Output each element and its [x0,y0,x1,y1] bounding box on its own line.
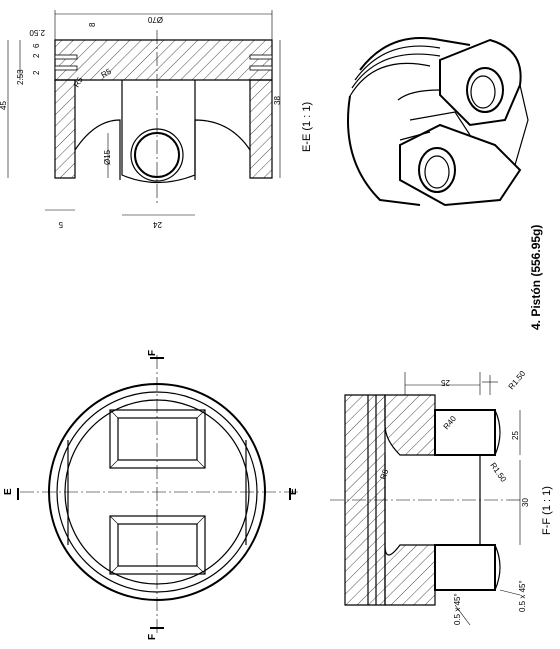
dim-d5: 5 [58,220,63,229]
pin-hole [134,132,180,178]
dim-d24: 24 [153,220,162,229]
section-marker-f-top: F [147,350,158,356]
top-view: E E F F [3,350,300,640]
crown-section [54,39,273,81]
dim-d250: 2.50 [29,28,45,37]
ff-dim-ch2: 0.5 x 45° [518,580,527,612]
ff-dim-d30: 30 [521,498,530,507]
section-marker-e-left: E [3,488,14,495]
section-marker-e-right: E [288,488,299,495]
ring-groove-4 [249,65,273,71]
iso-crown-top [359,37,471,71]
left-boss-arc [74,119,121,180]
isometric-view [347,37,529,207]
view-label-ff: F-F (1 : 1) [541,486,553,535]
iso-lower-boss [399,123,522,207]
dim-d70: Ø70 [147,15,163,24]
dim-d38: 38 [273,96,282,105]
ff-dim-r150b: R1.50 [488,461,508,484]
iso-lower-pin-hole [418,147,456,193]
ring-groove-3 [249,54,273,60]
section-marker-f-bottom: F [147,634,158,640]
dim-d253: 2.53 [16,69,25,85]
ff-dim-r150a: R1.50 [507,369,528,392]
section-view-ff: 25 25 R1.50 R1.50 R40 R5 30 0.5 x 45° 0.… [330,369,553,626]
ring-groove-1 [54,54,78,60]
iso-skirt [347,95,421,206]
dim-d2a: 2 [32,53,41,58]
top-upper-boss [109,409,206,469]
ff-dim-d25a: 25 [441,378,450,387]
drawing-title: 4. Pistón (556.95g) [529,225,543,330]
dim-d2b: 2 [32,70,41,75]
dim-d6: 6 [32,43,41,48]
ff-dim-ch1: 0.5 x 45° [453,593,462,625]
pin-boss-outline [121,80,196,184]
ff-dim-d25b: 25 [511,431,520,440]
ff-lower-pin-bore [434,544,496,591]
ff-dim-r40: R40 [442,414,459,431]
iso-upper-pin-hole [466,67,504,113]
ff-upper-boss-section [384,394,436,456]
top-lower-boss [109,515,206,575]
dim-d8: 8 [88,22,97,27]
right-skirt-section [249,79,273,179]
left-skirt-section [54,79,76,179]
ff-dim-r5: R5 [378,467,390,480]
ff-upper-pin-bore [434,409,496,456]
right-boss-arc [194,119,251,180]
ring-groove-2 [54,65,78,71]
ff-lower-boss-section [384,544,436,606]
view-label-ee: E-E (1 : 1) [301,102,313,152]
dim-d45: 45 [0,101,8,110]
iso-upper-boss [439,38,522,127]
dim-d15: Ø15 [103,149,112,165]
section-view-ee: Ø70 8 2.50 2 2 6 2.53 45 38 5 24 Ø15 R5 … [0,10,313,229]
